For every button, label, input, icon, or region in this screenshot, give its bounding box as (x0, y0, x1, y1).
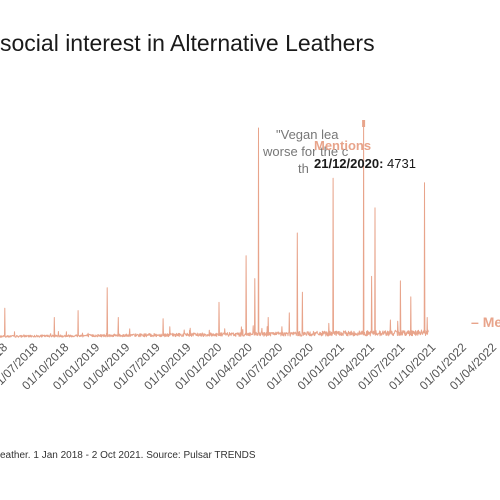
tooltip-series-name: Mentions (314, 138, 372, 153)
annotation-line-1: "Vegan lea (276, 127, 339, 142)
series-end-dash: – (471, 314, 483, 330)
annotation-line-3: th (298, 161, 309, 176)
hover-tooltip: Mentions 21/12/2020: 4731 (314, 137, 416, 173)
tooltip-value: 4731 (387, 156, 416, 171)
source-footnote: eather. 1 Jan 2018 - 2 Oct 2021. Source:… (0, 450, 256, 461)
tooltip-value-row: 21/12/2020: 4731 (314, 156, 416, 171)
tooltip-date: 21/12/2020 (314, 156, 380, 171)
annotation-line-2: worse for the c (263, 144, 349, 159)
series-line-mentions[interactable] (0, 121, 429, 338)
chart-title: social interest in Alternative Leathers (0, 30, 375, 56)
series-end-label: – Me (471, 314, 500, 330)
series-end-name: Me (482, 314, 500, 330)
